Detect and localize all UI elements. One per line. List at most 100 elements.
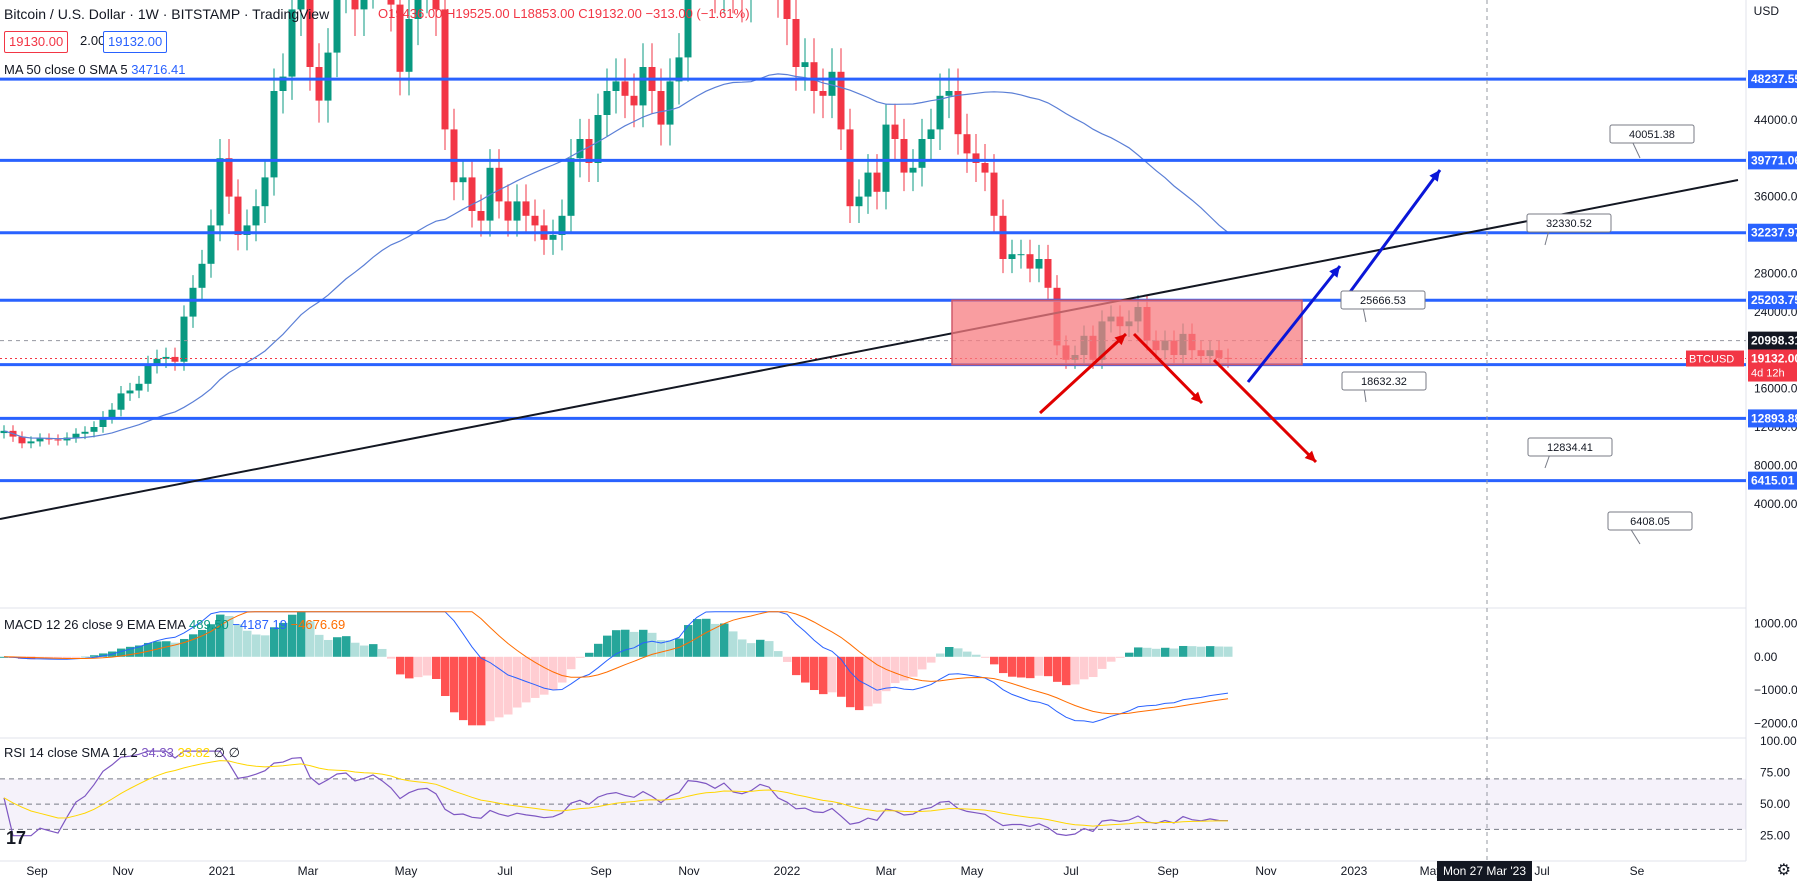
crosshair-price-tag	[1748, 331, 1797, 350]
macd-hist-bar	[189, 634, 198, 657]
buy-button[interactable]: 19132.00	[103, 31, 168, 53]
rsi-legend[interactable]: RSI 14 close SMA 14 2 34.33 33.82 ∅ ∅	[4, 745, 240, 761]
macd-hist-bar	[1143, 647, 1152, 657]
macd-hist-bar	[234, 624, 243, 657]
callout-label: 25666.53	[1360, 295, 1406, 307]
macd-hist-bar	[567, 656, 576, 670]
macd-hist-bar	[1179, 645, 1188, 657]
callout-box	[1607, 511, 1693, 531]
macd-hist-bar	[819, 656, 828, 695]
macd-hist-bar	[945, 647, 954, 657]
macd-hist-bar	[369, 644, 378, 657]
candle-body	[234, 196, 242, 235]
macd-hist-bar	[144, 642, 153, 657]
macd-hist-bar	[54, 656, 63, 659]
macd-hist-bar	[927, 656, 936, 663]
x-tick-label: Nov	[112, 864, 133, 878]
candle-body	[351, 0, 359, 10]
candle-body	[549, 235, 557, 240]
countdown-label: 4d 12h	[1751, 368, 1785, 380]
macd-hist-bar	[495, 656, 504, 718]
macd-hist-bar	[126, 646, 135, 657]
macd-hist-bar	[432, 656, 441, 679]
x-tick-label: 2021	[209, 864, 236, 878]
macd-hist-bar	[837, 656, 846, 697]
level-price-tag	[1748, 70, 1797, 89]
rsi-legend-label: RSI 14 close SMA 14 2	[4, 745, 138, 760]
level-price-label: 25203.75	[1751, 293, 1797, 307]
candle-body	[954, 91, 962, 135]
macd-hist-bar	[486, 656, 495, 722]
sell-button[interactable]: 19130.00	[4, 31, 69, 53]
candle-body	[792, 19, 800, 67]
currency-selector[interactable]: USD	[1753, 4, 1779, 18]
macd-tick-label: −1000.00	[1754, 683, 1797, 697]
macd-hist-bar	[864, 656, 873, 707]
macd-hist-bar	[225, 615, 234, 657]
x-tick-label: Jul	[497, 864, 512, 878]
x-tick-label: Sep	[26, 864, 48, 878]
macd-hist-bar	[576, 656, 585, 658]
gear-icon[interactable]: ⚙	[1776, 862, 1791, 879]
macd-hist-bar	[351, 642, 360, 657]
candle-body	[27, 441, 35, 444]
macd-hist-bar	[1134, 647, 1143, 657]
up-arrow-red-head	[1114, 334, 1126, 346]
candle-body	[144, 364, 152, 384]
macd-legend[interactable]: MACD 12 26 close 9 EMA EMA 489.50 −4187.…	[4, 617, 345, 632]
y-tick-label: 4000.00	[1754, 497, 1797, 511]
macd-hist-bar	[981, 656, 990, 658]
macd-hist-bar	[558, 656, 567, 683]
macd-hist-bar	[1062, 656, 1071, 686]
x-tick-label: May	[1420, 864, 1443, 878]
macd-hist-bar	[1053, 656, 1062, 682]
macd-hist-bar	[1215, 646, 1224, 657]
macd-hist-bar	[513, 656, 522, 708]
macd-hist-bar	[279, 622, 288, 657]
macd-hist-bar	[747, 643, 756, 657]
level-price-tag	[1748, 151, 1797, 170]
candle-body	[783, 0, 791, 19]
x-tick-label: 2022	[774, 864, 801, 878]
candle-body	[873, 172, 881, 192]
y-tick-label: 44000.00	[1754, 113, 1797, 127]
macd-hist-bar	[1188, 646, 1197, 657]
up-arrow-blue-target	[1348, 169, 1442, 293]
candle-body	[684, 0, 692, 58]
candle-body	[1044, 259, 1052, 288]
candle-body	[810, 62, 818, 91]
ma-legend[interactable]: MA 50 close 0 SMA 5 34716.41	[4, 62, 185, 77]
macd-hist-bar	[378, 648, 387, 657]
candle-body	[396, 4, 404, 72]
macd-hist-bar	[63, 656, 72, 659]
macd-hist-bar	[936, 653, 945, 657]
candle-body	[495, 167, 503, 202]
y-tick-label: 36000.00	[1754, 190, 1797, 204]
level-price-label: 32237.97	[1751, 226, 1797, 240]
rsi-extra: ∅ ∅	[213, 745, 240, 760]
macd-hist-bar	[774, 651, 783, 657]
callout-box	[1527, 437, 1613, 457]
candle-body	[477, 211, 485, 221]
x-tick-label: Nov	[678, 864, 699, 878]
macd-hist-bar	[135, 645, 144, 657]
macd-hist-bar	[630, 631, 639, 657]
candle-body	[1026, 254, 1034, 269]
candle-body	[900, 139, 908, 173]
tradingview-logo-icon[interactable]: 17	[6, 828, 27, 848]
candle-body	[567, 158, 575, 216]
level-price-tag	[1748, 409, 1797, 428]
macd-hist-bar	[117, 648, 126, 657]
macd-hist-bar	[441, 656, 450, 697]
crosshair-date-label: Mon 27 Mar '23	[1437, 861, 1532, 881]
macd-hist-bar	[999, 656, 1008, 674]
macd-hist-bar	[180, 638, 189, 657]
macd-hist-bar	[720, 623, 729, 657]
macd-hist-bar	[90, 655, 99, 657]
macd-line-value: −4187.19	[232, 617, 287, 632]
macd-hist-bar	[990, 656, 999, 665]
macd-hist-bar	[1197, 646, 1206, 657]
macd-hist-bar	[1080, 656, 1089, 680]
last-price-tag	[1748, 349, 1797, 382]
